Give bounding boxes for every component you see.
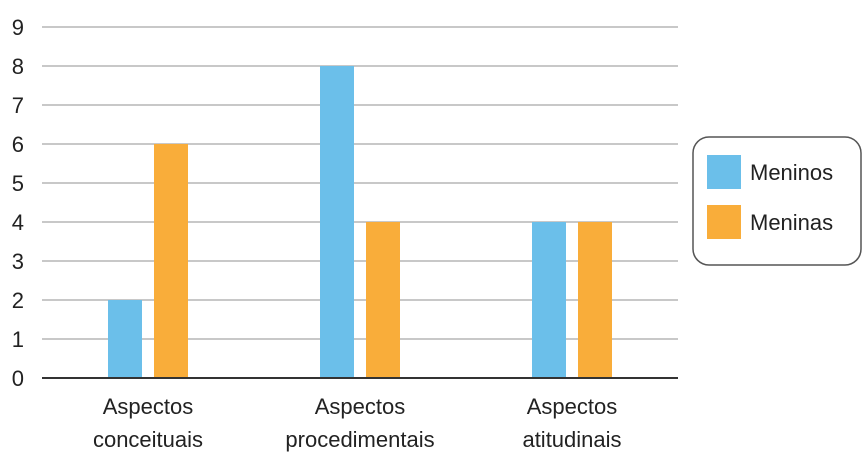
y-tick-label: 9 [12,15,24,40]
x-category-label: Aspectos [103,394,194,419]
y-tick-label: 0 [12,366,24,391]
y-tick-label: 6 [12,132,24,157]
y-tick-label: 7 [12,93,24,118]
y-axis: 0 1 2 3 4 5 6 7 8 9 [12,15,24,391]
legend-label-meninos: Meninos [750,160,833,185]
x-category-label: atitudinais [522,427,621,452]
bar-meninos-1 [320,66,354,378]
bar-meninas-1 [366,222,400,378]
y-tick-label: 4 [12,210,24,235]
y-tick-label: 3 [12,249,24,274]
x-category-label: conceituais [93,427,203,452]
bars [108,66,612,378]
legend-swatch-meninas [707,205,741,239]
x-category-label: Aspectos [527,394,618,419]
legend-swatch-meninos [707,155,741,189]
bar-meninas-2 [578,222,612,378]
y-tick-label: 8 [12,54,24,79]
y-tick-label: 2 [12,288,24,313]
y-tick-label: 1 [12,327,24,352]
bar-meninos-0 [108,300,142,378]
bar-meninas-0 [154,144,188,378]
bar-meninos-2 [532,222,566,378]
x-category-label: Aspectos [315,394,406,419]
legend-label-meninas: Meninas [750,210,833,235]
legend: Meninos Meninas [692,136,862,266]
y-tick-label: 5 [12,171,24,196]
x-category-label: procedimentais [285,427,434,452]
gridlines [42,26,678,340]
x-axis: Aspectos conceituais Aspectos procedimentai… [42,377,678,452]
